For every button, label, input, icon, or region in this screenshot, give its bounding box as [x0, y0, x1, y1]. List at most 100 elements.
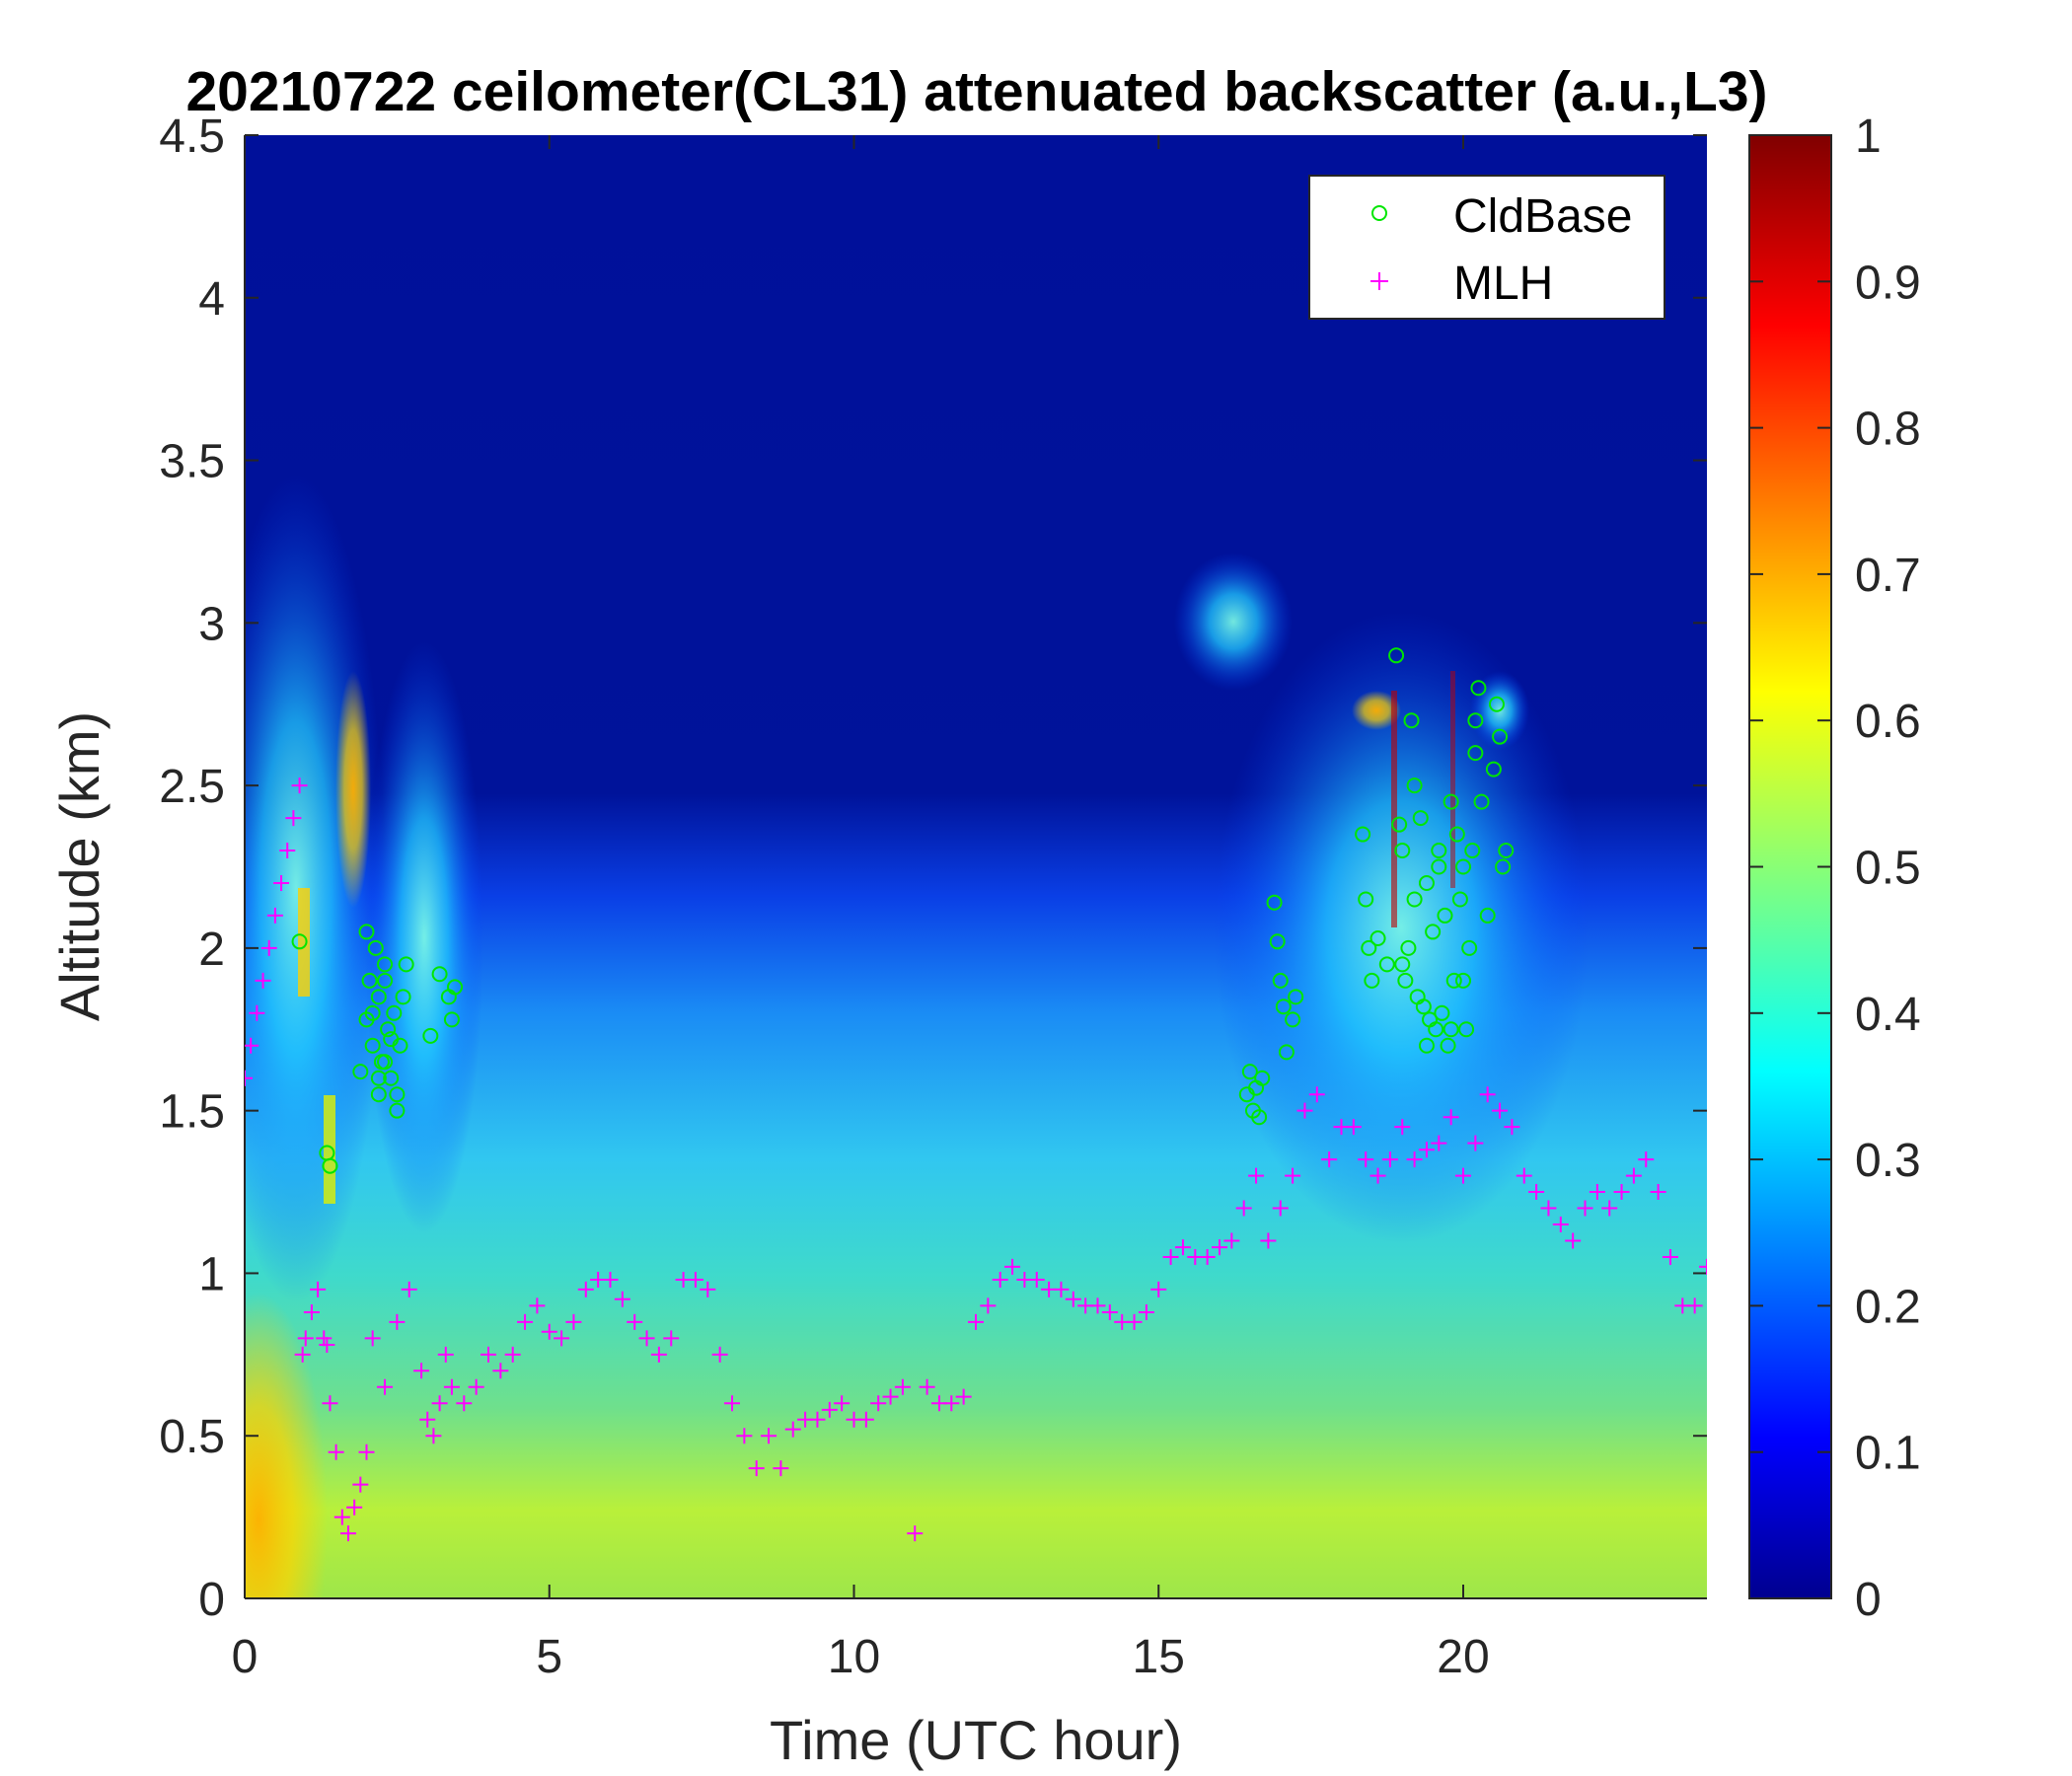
mlh-point	[1004, 1258, 1021, 1275]
mlh-point	[285, 810, 302, 827]
mlh-point	[1358, 1151, 1374, 1168]
mlh-point	[1381, 1151, 1398, 1168]
chart-title: 20210722 ceilometer(CL31) attenuated bac…	[185, 60, 1767, 123]
mlh-point	[992, 1272, 1008, 1289]
cldbase-point	[1406, 891, 1423, 908]
mlh-point	[1345, 1119, 1362, 1136]
mlh-point	[577, 1281, 594, 1297]
cldbase-point	[1278, 1044, 1295, 1061]
cldbase-point	[1394, 956, 1411, 973]
mlh-point	[1174, 1239, 1191, 1256]
mlh-point	[255, 972, 271, 989]
cldbase-point	[1455, 858, 1471, 875]
mlh-point	[504, 1346, 521, 1363]
mlh-point	[1565, 1232, 1582, 1249]
cldbase-point	[1488, 696, 1505, 712]
cldbase-point	[1455, 972, 1471, 989]
mlh-point	[541, 1323, 557, 1340]
mlh-point	[627, 1313, 643, 1330]
series-cldbase	[291, 647, 1515, 1174]
colorbar-tick-label: 0.8	[1855, 404, 1921, 456]
cldbase-point	[1467, 745, 1484, 762]
mlh-point	[809, 1411, 826, 1428]
mlh-point	[1199, 1248, 1216, 1265]
mlh-point	[748, 1460, 765, 1477]
cldbase-point	[422, 1027, 439, 1044]
mlh-point	[413, 1363, 430, 1379]
mlh-point	[554, 1330, 570, 1347]
mlh-point	[1443, 1109, 1459, 1126]
cldbase-point	[1266, 894, 1283, 911]
mlh-point	[1552, 1217, 1569, 1233]
mlh-point	[425, 1428, 442, 1444]
mlh-point	[1577, 1200, 1593, 1217]
heatmap-cloud-streak	[324, 1095, 335, 1204]
cldbase-point	[361, 972, 378, 989]
mlh-point	[638, 1330, 655, 1347]
mlh-point	[857, 1411, 874, 1428]
colorbar-tick-label: 0.2	[1855, 1281, 1921, 1333]
mlh-point	[1418, 1142, 1435, 1158]
cldbase-point	[1369, 930, 1386, 947]
cldbase-point	[1458, 1021, 1475, 1038]
mlh-point	[761, 1428, 777, 1444]
cldbase-point	[383, 1031, 400, 1048]
y-tick-label: 0.5	[159, 1411, 225, 1463]
mlh-point	[1272, 1200, 1289, 1217]
mlh-point	[784, 1421, 801, 1438]
mlh-point	[870, 1395, 887, 1412]
cldbase-point	[1428, 1021, 1444, 1038]
mlh-point	[1162, 1248, 1179, 1265]
heatmap-cloud-streak	[1391, 691, 1397, 927]
mlh-point	[834, 1395, 851, 1412]
cldbase-point	[364, 1037, 381, 1054]
cldbase-point	[364, 1004, 381, 1021]
mlh-point	[352, 1476, 369, 1493]
mlh-point	[328, 1443, 344, 1460]
cldbase-point	[1451, 891, 1468, 908]
cldbase-point	[431, 966, 448, 983]
mlh-point	[1625, 1167, 1642, 1184]
cldbase-point	[1461, 939, 1478, 956]
heatmap-cloud-streak	[1450, 671, 1455, 888]
heatmap-cloud-region	[1174, 553, 1293, 691]
cldbase-point	[1412, 810, 1429, 827]
mlh-point	[1504, 1119, 1520, 1136]
mlh-point	[955, 1388, 972, 1405]
mlh-point	[907, 1525, 924, 1542]
x-tick-label: 0	[232, 1631, 259, 1683]
mlh-point	[310, 1281, 327, 1297]
mlh-point	[724, 1395, 740, 1412]
mlh-point	[333, 1509, 350, 1525]
cldbase-point	[1406, 777, 1423, 794]
mlh-point	[1296, 1102, 1313, 1119]
mlh-point	[1662, 1248, 1678, 1265]
mlh-point	[1455, 1167, 1471, 1184]
mlh-point	[266, 907, 283, 924]
cldbase-point	[1470, 680, 1487, 697]
mlh-point	[1492, 1102, 1509, 1119]
heatmap-cloud-streak	[298, 888, 310, 997]
mlh-point	[1065, 1291, 1081, 1307]
mlh-point	[1528, 1184, 1545, 1201]
mlh-point	[1053, 1281, 1070, 1297]
cldbase-point	[1418, 874, 1435, 891]
cldbase-point	[1403, 712, 1420, 729]
mlh-point	[1089, 1297, 1106, 1314]
cldbase-point	[1358, 891, 1374, 908]
mlh-point	[377, 1378, 394, 1395]
x-tick-label: 5	[536, 1631, 562, 1683]
mlh-point	[1479, 1086, 1496, 1103]
mlh-point	[663, 1330, 680, 1347]
cldbase-point	[1364, 972, 1380, 989]
mlh-point	[943, 1395, 960, 1412]
mlh-point	[1431, 1135, 1447, 1151]
cldbase-point	[389, 1102, 406, 1119]
mlh-point	[1101, 1303, 1118, 1320]
cldbase-point	[383, 1070, 400, 1086]
cldbase-point	[1254, 1070, 1271, 1086]
y-tick-label: 4	[198, 273, 225, 326]
x-tick-label: 10	[828, 1631, 880, 1683]
mlh-point	[968, 1313, 984, 1330]
mlh-point	[481, 1346, 496, 1363]
